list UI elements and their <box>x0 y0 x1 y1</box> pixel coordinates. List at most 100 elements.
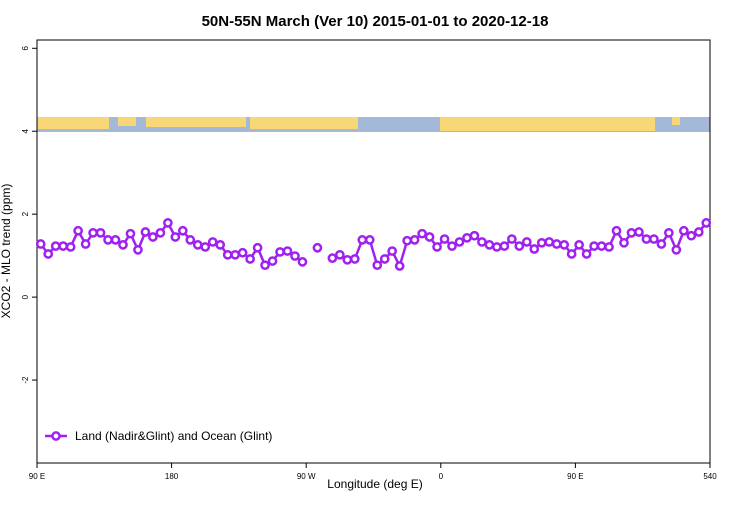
y-axis-label: XCO2 - MLO trend (ppm) <box>0 184 13 319</box>
data-point <box>544 237 555 247</box>
data-point <box>492 242 502 252</box>
data-point <box>282 246 293 256</box>
data-point <box>514 241 525 251</box>
data-point <box>529 244 540 254</box>
data-point <box>671 244 682 255</box>
data-point <box>693 227 704 237</box>
x-tick-label: 540 <box>703 472 717 481</box>
data-point <box>110 235 121 245</box>
data-point <box>170 232 181 242</box>
data-point <box>335 249 345 260</box>
data-point <box>566 249 577 259</box>
data-point <box>596 241 607 251</box>
data-point <box>469 230 480 241</box>
data-point <box>177 225 188 236</box>
data-point <box>222 249 233 260</box>
data-point <box>133 244 143 255</box>
data-point <box>604 242 614 252</box>
x-tick-label: 90 W <box>297 472 316 481</box>
legend-marker <box>51 431 61 441</box>
data-point <box>230 249 241 260</box>
x-tick-label: 180 <box>165 472 179 481</box>
data-point <box>701 218 712 228</box>
data-point <box>185 235 196 245</box>
data-point <box>447 241 457 251</box>
data-point <box>275 247 285 257</box>
data-point <box>656 239 667 249</box>
data-point <box>155 227 166 238</box>
data-point <box>439 234 450 244</box>
data-point <box>432 242 442 252</box>
data-point <box>484 240 495 250</box>
data-point <box>252 242 263 253</box>
y-tick-label: 6 <box>21 46 30 51</box>
data-point <box>65 242 76 252</box>
data-point <box>58 241 69 251</box>
plot-frame <box>36 39 711 464</box>
data-point <box>35 239 46 249</box>
data-point <box>312 242 323 253</box>
data-point <box>372 260 383 271</box>
data-point <box>477 237 487 247</box>
data-point <box>148 232 158 242</box>
data-point <box>551 239 562 249</box>
data-point <box>43 249 54 259</box>
data-point <box>379 254 390 264</box>
data-point <box>394 261 405 271</box>
data-point <box>297 257 308 267</box>
data-point <box>462 232 472 243</box>
data-point <box>118 240 128 250</box>
x-axis-label: Longitude (deg E) <box>327 477 422 491</box>
data-point <box>260 260 270 271</box>
data-point <box>342 254 353 265</box>
data-point <box>611 225 622 236</box>
data-point <box>387 246 398 256</box>
y-tick-label: 0 <box>21 294 30 299</box>
data-point <box>95 227 106 238</box>
y-tick-label: -2 <box>21 376 30 384</box>
data-point <box>619 237 629 248</box>
y-tick-label: 2 <box>21 211 30 216</box>
data-point <box>574 240 584 250</box>
data-point <box>103 235 113 245</box>
data-point <box>626 227 637 238</box>
data-point <box>237 247 248 258</box>
map-strip <box>37 117 710 132</box>
data-point <box>649 234 659 244</box>
data-point <box>521 237 532 247</box>
data-point <box>192 240 203 250</box>
data-point <box>559 240 570 250</box>
chart-title: 50N-55N March (Ver 10) 2015-01-01 to 202… <box>202 13 549 30</box>
data-point <box>140 227 151 237</box>
data-point <box>327 253 338 263</box>
data-point <box>581 249 592 259</box>
data-point <box>409 235 420 245</box>
data-point <box>163 218 173 228</box>
data-point <box>454 237 465 247</box>
data-point <box>506 234 517 244</box>
data-point <box>50 241 61 251</box>
data-point <box>267 256 278 266</box>
data-point <box>364 235 375 245</box>
data-point <box>290 251 300 261</box>
data-point <box>634 227 644 237</box>
data-point <box>402 235 412 246</box>
data-point <box>589 241 599 251</box>
x-tick-label: 0 <box>439 472 444 481</box>
data-point <box>245 254 255 264</box>
x-tick-label: 90 E <box>567 472 583 481</box>
data-point <box>80 239 91 249</box>
data-point <box>664 227 674 238</box>
data-point <box>536 237 547 248</box>
data-point <box>215 240 226 250</box>
data-point <box>125 228 136 239</box>
data-point <box>678 225 689 236</box>
data-point <box>499 241 510 251</box>
data-point <box>200 242 211 252</box>
data-point <box>424 232 435 242</box>
legend-label: Land (Nadir&Glint) and Ocean (Glint) <box>75 429 272 443</box>
data-point <box>641 234 652 244</box>
data-point <box>207 237 218 247</box>
